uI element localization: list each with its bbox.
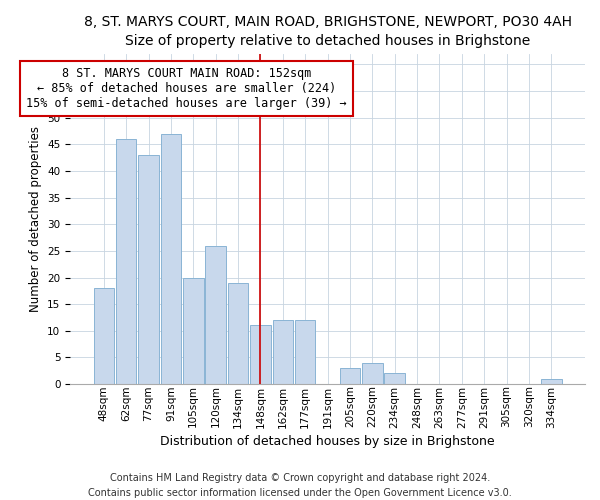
X-axis label: Distribution of detached houses by size in Brighstone: Distribution of detached houses by size … [160, 434, 495, 448]
Y-axis label: Number of detached properties: Number of detached properties [29, 126, 41, 312]
Bar [138, 155, 159, 384]
Bar [116, 139, 136, 384]
Bar [228, 283, 248, 384]
Bar [183, 278, 203, 384]
Text: 8 ST. MARYS COURT MAIN ROAD: 152sqm
← 85% of detached houses are smaller (224)
1: 8 ST. MARYS COURT MAIN ROAD: 152sqm ← 85… [26, 67, 347, 110]
Bar [94, 288, 114, 384]
Title: 8, ST. MARYS COURT, MAIN ROAD, BRIGHSTONE, NEWPORT, PO30 4AH
Size of property re: 8, ST. MARYS COURT, MAIN ROAD, BRIGHSTON… [83, 15, 572, 48]
Text: Contains HM Land Registry data © Crown copyright and database right 2024.
Contai: Contains HM Land Registry data © Crown c… [88, 472, 512, 498]
Bar [541, 378, 562, 384]
Bar [250, 326, 271, 384]
Bar [161, 134, 181, 384]
Bar [385, 374, 405, 384]
Bar [272, 320, 293, 384]
Bar [295, 320, 316, 384]
Bar [362, 362, 383, 384]
Bar [205, 246, 226, 384]
Bar [340, 368, 360, 384]
